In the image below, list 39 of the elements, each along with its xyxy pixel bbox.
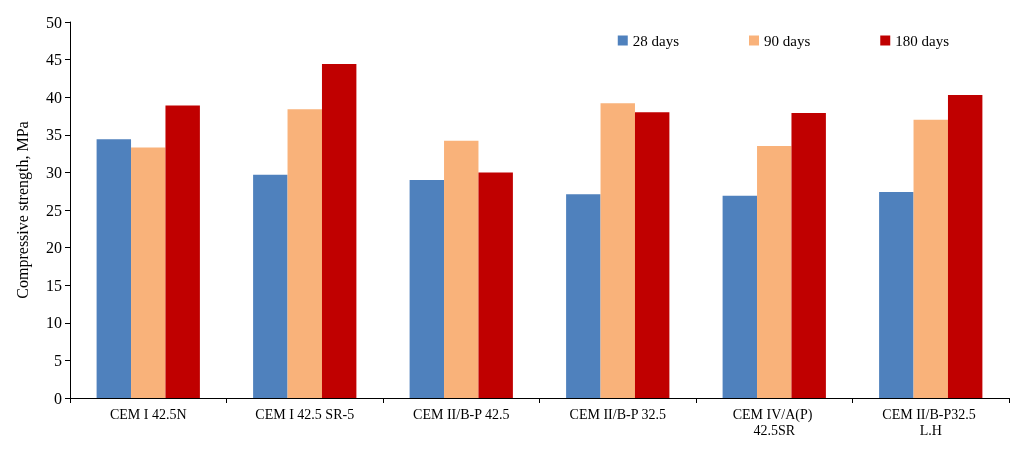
- bar: [947, 94, 983, 398]
- y-tick-label: 15: [46, 276, 62, 294]
- x-tick-label: CEM II/B-P 32.5: [569, 406, 666, 422]
- bar: [722, 195, 758, 398]
- x-tick-label: CEM II/B-P32.5 L.H: [882, 406, 980, 438]
- x-tick-label: CEM IV/A(P) 42.5SR: [732, 406, 816, 438]
- bar: [913, 119, 948, 398]
- bar: [444, 140, 479, 398]
- bar: [131, 147, 166, 398]
- legend-label: 28 days: [632, 32, 680, 49]
- legend-label: 180 days: [895, 32, 950, 49]
- bar: [287, 109, 322, 398]
- bar: [478, 172, 513, 398]
- y-tick-label: 20: [46, 239, 62, 257]
- y-tick-label: 25: [46, 201, 62, 219]
- y-tick-label: 10: [46, 314, 62, 332]
- y-tick-label: 0: [54, 389, 62, 407]
- y-tick-label: 40: [46, 88, 62, 106]
- y-tick-label: 45: [46, 51, 62, 69]
- legend-label: 90 days: [764, 32, 811, 49]
- y-tick-label: 30: [46, 163, 62, 181]
- bar: [321, 64, 357, 398]
- y-tick-label: 5: [54, 351, 62, 369]
- bar: [566, 194, 601, 398]
- x-tick-label: CEM II/B-P 42.5: [413, 406, 510, 422]
- bar: [165, 105, 200, 398]
- y-tick-label: 35: [46, 126, 62, 144]
- bar: [791, 112, 826, 398]
- bar: [757, 146, 792, 398]
- x-tick-label: CEM I 42.5 SR-5: [255, 406, 355, 422]
- bar: [634, 112, 670, 398]
- bar: [879, 191, 914, 398]
- x-tick-label: CEM I 42.5N: [109, 406, 187, 422]
- bar: [96, 139, 132, 398]
- y-tick-label: 50: [46, 13, 62, 31]
- bar: [253, 174, 288, 398]
- bar: [409, 179, 445, 398]
- y-axis-title: Compressive strength, MPa: [13, 121, 32, 299]
- bar: [600, 103, 635, 398]
